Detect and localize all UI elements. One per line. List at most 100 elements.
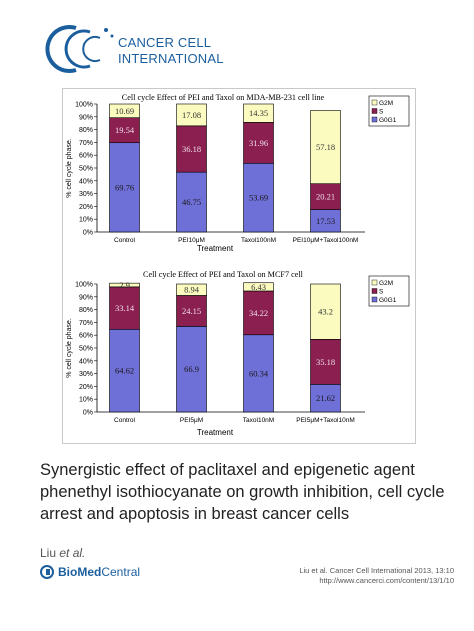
y-tick-label: 70% (79, 140, 93, 147)
bar-data-label: 43.2 (318, 307, 333, 317)
y-tick-label: 100% (75, 282, 93, 289)
citation: Liu et al. Cancer Cell International 201… (299, 566, 454, 586)
x-tick-label: Control (114, 237, 136, 244)
y-tick-label: 90% (79, 114, 93, 121)
x-tick-label: Taxol10nM (243, 417, 274, 424)
bar-g2m (176, 103, 207, 127)
legend-label: S (379, 109, 384, 116)
bar-data-label: 34.22 (249, 308, 268, 318)
bar-data-label: 17.53 (316, 216, 335, 226)
y-tick-label: 20% (79, 204, 93, 211)
bar-data-label: 57.18 (316, 142, 335, 152)
y-tick-label: 50% (79, 166, 93, 173)
article-title: Synergistic effect of paclitaxel and epi… (40, 461, 445, 523)
biomed-central-icon (40, 565, 54, 579)
bar-s (109, 286, 140, 330)
y-tick-label: 10% (79, 217, 93, 224)
bar-g2m (243, 103, 274, 123)
chart-title: Cell cycle Effect of PEI and Taxol on MD… (122, 93, 325, 102)
bar-g2m (109, 282, 140, 288)
y-tick-label: 80% (79, 307, 93, 314)
x-tick-label: PEI5μM+Taxol10nM (296, 417, 354, 424)
y-tick-label: 90% (79, 294, 93, 301)
x-tick-label: PEI5μM (180, 417, 203, 424)
legend-swatch-s (371, 288, 378, 294)
y-tick-label: 80% (79, 127, 93, 134)
bar-g0g1 (176, 171, 207, 233)
bar-data-label: 69.76 (115, 182, 134, 192)
x-tick-label: PEI10μM+Taxol100nM (293, 237, 359, 244)
bar-g2m (243, 282, 274, 292)
y-tick-label: 60% (79, 333, 93, 340)
bar-s (243, 290, 274, 336)
y-tick-label: 100% (75, 102, 93, 109)
bar-data-label: 17.08 (182, 110, 201, 120)
bar-g0g1 (176, 326, 207, 413)
x-tick-label: PEI10μM (178, 237, 205, 244)
authors-prefix: Liu (40, 546, 57, 560)
x-tick-label: Control (114, 417, 136, 424)
cancer-cell-logo-icon (45, 25, 114, 73)
y-tick-label: 50% (79, 346, 93, 353)
bar-data-label: 6.43 (251, 282, 266, 292)
bar-g2m (176, 283, 207, 296)
bar-data-label: 60.34 (249, 368, 269, 378)
biomed-central-logo: BioMed Central (40, 562, 140, 582)
publisher-bold: BioMed (58, 565, 102, 579)
bar-g0g1 (243, 334, 274, 413)
legend-label: G2M (379, 100, 393, 107)
bar-data-label: 20.21 (316, 192, 335, 202)
bar-data-label: 2.9 (119, 280, 130, 290)
x-axis-label: Treatment (197, 428, 234, 437)
bar-data-label: 33.14 (115, 303, 135, 313)
y-tick-label: 40% (79, 178, 93, 185)
bar-s (109, 117, 140, 144)
authors: Liu et al. (40, 546, 85, 560)
cell-cycle-charts: Cell cycle Effect of PEI and Taxol on MD… (66, 93, 410, 437)
journal-brand: CANCER CELL INTERNATIONAL (118, 35, 224, 67)
bar-g2m (310, 110, 341, 184)
publisher-rest: Central (101, 565, 141, 579)
bar-s (310, 183, 341, 210)
bar-data-label: 46.75 (182, 197, 201, 207)
bar-s (176, 295, 207, 327)
bar-g0g1 (109, 328, 140, 413)
x-tick-label: Taxol100nM (241, 237, 276, 244)
legend-label: G2M (379, 280, 393, 287)
y-tick-label: 30% (79, 371, 93, 378)
authors-suffix: et al. (59, 546, 86, 560)
bar-data-label: 35.18 (316, 357, 335, 367)
y-tick-label: 0% (83, 410, 93, 417)
bar-s (243, 122, 274, 164)
bar-data-label: 64.62 (115, 366, 134, 376)
legend-swatch-g0g1 (371, 296, 378, 303)
y-tick-label: 30% (79, 191, 93, 198)
y-tick-label: 60% (79, 153, 93, 160)
bar-g2m (310, 283, 341, 340)
bar-data-label: 19.54 (115, 125, 135, 135)
brand-line-1: CANCER CELL (118, 35, 212, 50)
y-tick-label: 70% (79, 320, 93, 327)
bar-g0g1 (310, 384, 341, 413)
bar-data-label: 14.35 (249, 108, 268, 118)
y-axis-label: % cell cycle phase. (66, 318, 73, 378)
y-tick-label: 40% (79, 358, 93, 365)
bar-data-label: 10.69 (115, 106, 134, 116)
citation-journal: Liu et al. Cancer Cell International 201… (299, 566, 454, 575)
bar-data-label: 21.62 (316, 393, 335, 403)
bar-data-label: 36.18 (182, 144, 201, 154)
legend-label: S (379, 289, 384, 296)
legend-swatch-g2m (371, 99, 378, 106)
bar-data-label: 53.69 (249, 193, 268, 203)
legend-label: G0G1 (379, 117, 397, 124)
figure-frame: Cell cycle Effect of PEI and Taxol on MD… (62, 88, 416, 444)
y-tick-label: 20% (79, 384, 93, 391)
bar-data-label: 66.9 (184, 364, 199, 374)
y-tick-label: 0% (83, 230, 93, 237)
legend-swatch-s (371, 108, 378, 114)
brand-line-2: INTERNATIONAL (118, 51, 224, 66)
citation-url[interactable]: http://www.cancerci.com/content/13/1/10 (319, 576, 454, 585)
bar-g0g1 (109, 142, 140, 233)
bar-data-label: 24.15 (182, 306, 201, 316)
bar-g0g1 (243, 162, 274, 233)
